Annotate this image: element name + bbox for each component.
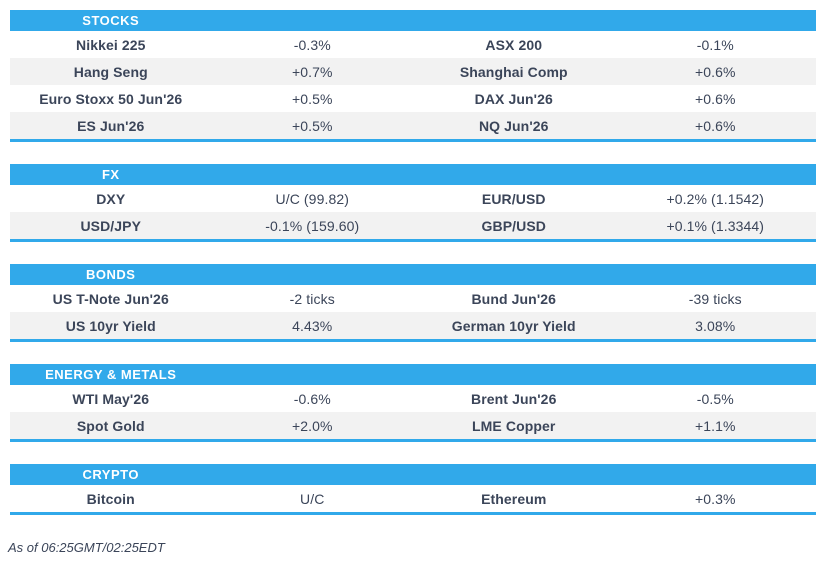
instrument-value: +1.1% bbox=[694, 417, 736, 434]
instrument-name: Spot Gold bbox=[76, 417, 145, 434]
instrument-name: ES Jun'26 bbox=[77, 117, 145, 134]
instrument-value: +0.6% bbox=[694, 90, 736, 107]
section-bonds: BONDS US T-Note Jun'26 -2 ticks Bund Jun'26… bbox=[10, 264, 816, 342]
section-title: FX bbox=[101, 167, 120, 182]
instrument-value: 3.08% bbox=[695, 317, 736, 334]
instrument-name: Brent Jun'26 bbox=[471, 390, 557, 407]
section-title: STOCKS bbox=[82, 13, 140, 28]
section-header-bar: CRYPTO bbox=[10, 464, 816, 485]
instrument-name: Bund Jun'26 bbox=[471, 290, 557, 307]
instrument-value: +0.6% bbox=[694, 63, 736, 80]
section-header-bar: FX bbox=[10, 164, 816, 185]
section-header-bar: ENERGY & METALS bbox=[10, 364, 816, 385]
instrument-value: +0.6% bbox=[694, 117, 736, 134]
table-row: ES Jun'26 +0.5% NQ Jun'26 +0.6% bbox=[10, 112, 816, 139]
instrument-value: -0.3% bbox=[293, 36, 331, 53]
section-crypto: CRYPTO Bitcoin U/C Ethereum +0.3% bbox=[10, 464, 816, 515]
instrument-name: NQ Jun'26 bbox=[478, 117, 549, 134]
instrument-value: U/C (99.82) bbox=[275, 190, 349, 207]
table-row: Nikkei 225 -0.3% ASX 200 -0.1% bbox=[10, 31, 816, 58]
instrument-name: Bitcoin bbox=[86, 490, 135, 507]
instrument-value: -39 ticks bbox=[688, 290, 742, 307]
section-title: ENERGY & METALS bbox=[45, 367, 177, 382]
section-header-bar: STOCKS bbox=[10, 10, 816, 31]
instrument-name: Nikkei 225 bbox=[76, 36, 146, 53]
instrument-name: US 10yr Yield bbox=[65, 317, 156, 334]
table-row: US 10yr Yield 4.43% German 10yr Yield 3.08% bbox=[10, 312, 816, 339]
section-title: BONDS bbox=[86, 267, 136, 282]
instrument-name: Euro Stoxx 50 Jun'26 bbox=[39, 90, 183, 107]
instrument-value: +0.7% bbox=[291, 63, 333, 80]
instrument-value: 4.43% bbox=[292, 317, 333, 334]
section-energy-metals: ENERGY & METALS WTI May'26 -0.6% Brent Jun'… bbox=[10, 364, 816, 442]
table-row: DXY U/C (99.82) EUR/USD +0.2% (1.1542) bbox=[10, 185, 816, 212]
instrument-value: +0.5% bbox=[291, 117, 333, 134]
instrument-name: Ethereum bbox=[481, 490, 547, 507]
instrument-value: -2 ticks bbox=[289, 290, 335, 307]
table-row: USD/JPY -0.1% (159.60) GBP/USD +0.1% (1.334… bbox=[10, 212, 816, 239]
instrument-name: LME Copper bbox=[472, 417, 556, 434]
section-stocks: STOCKS Nikkei 225 -0.3% ASX 200 -0.1% Hang Se… bbox=[10, 10, 816, 142]
section-title: CRYPTO bbox=[82, 467, 139, 482]
table-row: US T-Note Jun'26 -2 ticks Bund Jun'26 -39 t… bbox=[10, 285, 816, 312]
instrument-value: -0.5% bbox=[696, 390, 734, 407]
table-row: WTI May'26 -0.6% Brent Jun'26 -0.5% bbox=[10, 385, 816, 412]
instrument-name: DAX Jun'26 bbox=[474, 90, 553, 107]
instrument-name: US T-Note Jun'26 bbox=[52, 290, 169, 307]
table-row: Bitcoin U/C Ethereum +0.3% bbox=[10, 485, 816, 512]
instrument-name: EUR/USD bbox=[481, 190, 546, 207]
instrument-name: ASX 200 bbox=[485, 36, 543, 53]
instrument-value: +0.2% (1.1542) bbox=[666, 190, 765, 207]
instrument-name: GBP/USD bbox=[481, 217, 546, 234]
instrument-name: Shanghai Comp bbox=[459, 63, 568, 80]
instrument-name: DXY bbox=[96, 190, 126, 207]
table-row: Euro Stoxx 50 Jun'26 +0.5% DAX Jun'26 +0.6% bbox=[10, 85, 816, 112]
instrument-name: USD/JPY bbox=[80, 217, 142, 234]
instrument-value: -0.6% bbox=[293, 390, 331, 407]
market-summary-tables: STOCKS Nikkei 225 -0.3% ASX 200 -0.1% Hang Se… bbox=[10, 0, 816, 515]
instrument-value: +0.5% bbox=[291, 90, 333, 107]
instrument-value: U/C bbox=[300, 490, 325, 507]
table-row: Spot Gold +2.0% LME Copper +1.1% bbox=[10, 412, 816, 439]
instrument-value: -0.1% bbox=[696, 36, 734, 53]
instrument-name: German 10yr Yield bbox=[451, 317, 576, 334]
instrument-value: +2.0% bbox=[291, 417, 333, 434]
section-header-bar: BONDS bbox=[10, 264, 816, 285]
instrument-value: +0.3% bbox=[694, 490, 736, 507]
instrument-value: -0.1% (159.60) bbox=[265, 217, 360, 234]
instrument-name: Hang Seng bbox=[73, 63, 148, 80]
as-of-timestamp: As of 06:25GMT/02:25EDT bbox=[8, 540, 165, 555]
instrument-value: +0.1% (1.3344) bbox=[666, 217, 765, 234]
table-row: Hang Seng +0.7% Shanghai Comp +0.6% bbox=[10, 58, 816, 85]
section-fx: FX DXY U/C (99.82) EUR/USD +0.2% (1.1542) USD… bbox=[10, 164, 816, 242]
instrument-name: WTI May'26 bbox=[72, 390, 150, 407]
